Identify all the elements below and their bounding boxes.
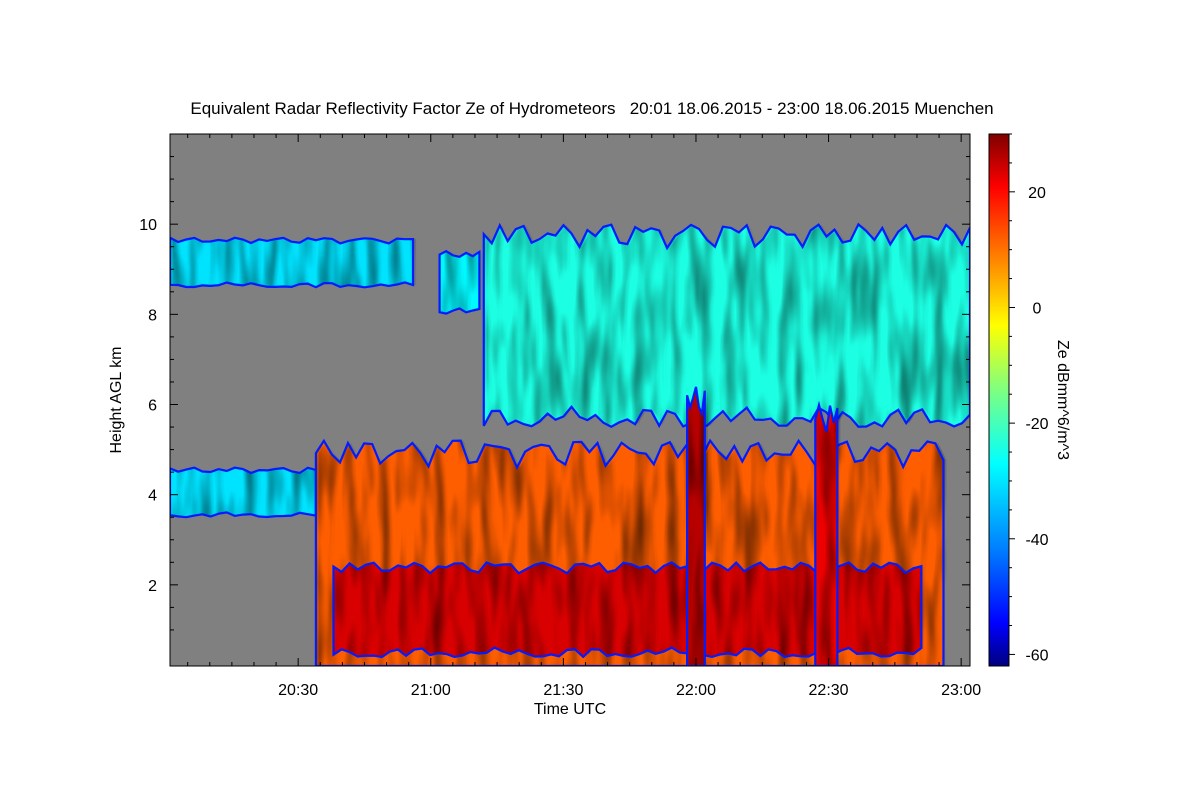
heatmap-edge	[170, 236, 415, 289]
heatmap-texture	[442, 251, 483, 314]
x-axis-label: Time UTC	[534, 701, 606, 718]
heatmap-edge	[482, 222, 970, 429]
y-tick-label: 4	[148, 488, 157, 505]
x-axis: 20:30 21:00 21:30 22:00 22:30 23:00	[187, 134, 981, 699]
heatmap-texture	[173, 237, 417, 288]
x-tick-label: 23:00	[941, 682, 981, 699]
heatmap-region	[685, 386, 708, 666]
heatmap-region	[482, 222, 970, 429]
colorbar-tick-label: -60	[1025, 647, 1048, 664]
chart-title: Equivalent Radar Reflectivity Factor Ze …	[190, 99, 993, 118]
heatmap-texture	[486, 224, 970, 427]
heatmap-edge	[685, 386, 706, 666]
heatmap-texture	[690, 386, 708, 666]
heatmap-texture	[336, 562, 925, 657]
heatmap-region	[814, 400, 841, 666]
colorbar-tick-label: -40	[1025, 532, 1048, 549]
y-tick-label: 8	[148, 307, 157, 324]
heatmap-edge	[438, 249, 481, 315]
x-tick-label: 22:00	[676, 682, 716, 699]
plot-frame	[169, 133, 971, 667]
colorbar-label: Ze dBmm^6/m^3	[1054, 340, 1071, 460]
y-tick-label: 10	[139, 217, 157, 234]
heatmap-region	[170, 466, 319, 519]
x-tick-label: 22:30	[809, 682, 849, 699]
heatmap-region	[170, 236, 417, 289]
x-tick-label: 21:30	[543, 682, 583, 699]
colorbar-axis: 20 0 -20 -40 -60	[1009, 133, 1049, 664]
colorbar-tick-label: 20	[1028, 185, 1046, 202]
heatmap-edge	[332, 561, 923, 659]
colorbar	[988, 133, 1010, 667]
heatmap-edge	[814, 400, 839, 666]
colorbar-tick-label: -20	[1025, 416, 1048, 433]
heatmap-region	[438, 249, 483, 315]
heatmap-layer	[170, 222, 970, 666]
colorbar-tick-label: 0	[1033, 300, 1042, 317]
heatmap-texture	[818, 405, 841, 666]
heatmap-region	[332, 561, 925, 659]
heatmap-texture	[173, 467, 319, 518]
x-tick-label: 21:00	[411, 682, 451, 699]
heatmap-edge	[314, 438, 945, 666]
y-tick-label: 2	[148, 578, 157, 595]
y-tick-label: 6	[148, 398, 157, 415]
x-tick-label: 20:30	[278, 682, 318, 699]
y-axis: 2 4 6 8 10	[139, 133, 970, 631]
y-axis-label: Height AGL km	[108, 346, 125, 453]
